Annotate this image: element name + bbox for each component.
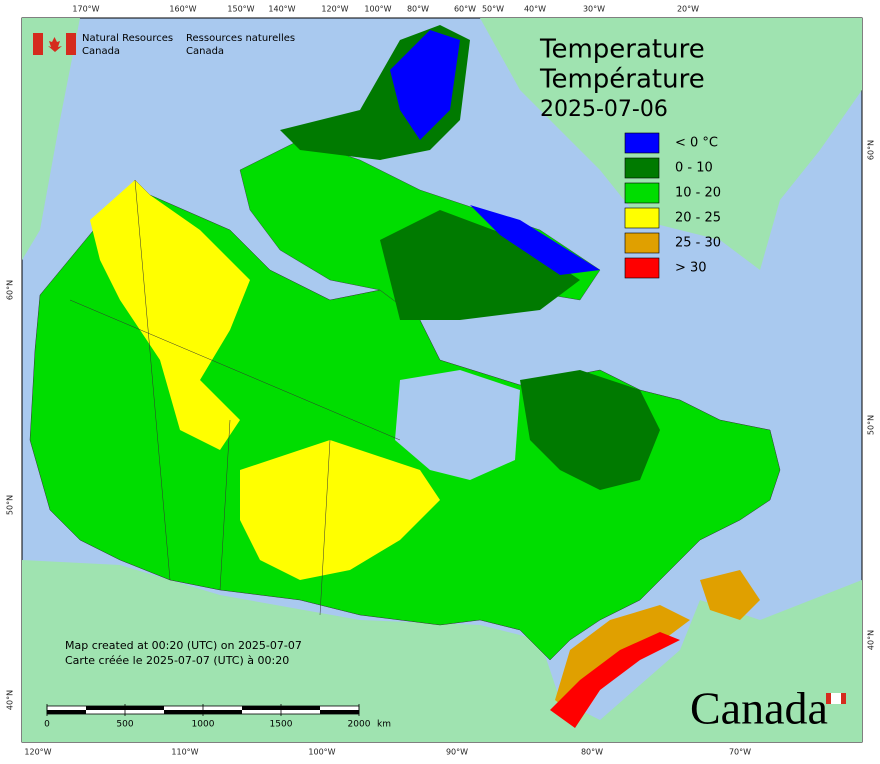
hudson-bay [395,370,520,480]
org-fr: Ressources naturelles [186,33,295,44]
graticule-label: 40°N [6,690,15,710]
usa [22,560,862,742]
scale-bar: 0 500 1000 1500 2000 km [44,704,391,730]
border [319,439,331,616]
graticule-label: 50°W [482,5,504,14]
legend-swatch [624,257,660,279]
org-en: Natural Resources [82,33,173,44]
graticule-label: 100°W [364,5,391,14]
graticule-label: 50°N [6,495,15,515]
graticule-label: 60°N [6,280,15,300]
legend-label: 10 - 20 [675,186,721,201]
scale-segment [164,710,203,714]
graticule-label: 170°W [72,5,99,14]
graticule-label: 120°W [24,748,51,757]
ice-cold [390,30,460,140]
org-en: Canada [82,46,120,57]
graticule-label: 60°N [867,140,876,160]
legend-label: < 0 °C [675,136,718,151]
greenland [480,18,862,270]
graticule-label: 50°N [867,415,876,435]
scale-segment [86,706,125,710]
legend-swatch [624,157,660,179]
org-fr: Canada [186,46,224,57]
prairie-warm [240,440,440,580]
scale-label: 1000 [192,720,215,730]
credit: Map created at 00:20 (UTC) on 2025-07-07 [65,639,302,652]
graticule-label: 80°W [581,748,603,757]
scale-label: 1500 [270,720,293,730]
graticule-label: 120°W [321,5,348,14]
graticule-label: 20°W [677,5,699,14]
wordmark-flag [841,693,846,704]
legend-label: 0 - 10 [675,161,713,176]
legend-swatch [624,232,660,254]
graticule-label: 70°W [729,748,751,757]
flag-bar [66,33,76,55]
legend-swatch [624,182,660,204]
graticule-label: 150°W [227,5,254,14]
legend-label: 25 - 30 [675,236,721,251]
wordmark-flag-bg [826,693,846,704]
graticule-label: 90°W [446,748,468,757]
baffin-cold [470,205,600,275]
date: 2025-07-06 [540,97,668,122]
maritime-hot [700,570,760,620]
flag-bar [33,33,43,55]
maple-leaf [48,37,62,52]
graticule-label: 110°W [171,748,198,757]
border [134,179,171,581]
graticule-label: 30°W [583,5,605,14]
legend-swatch [624,132,660,154]
legend-swatch [624,207,660,229]
legend-label: 20 - 25 [675,211,721,226]
graticule-label: 40°N [867,630,876,650]
title: Température [539,65,705,95]
graticule-label: 60°W [454,5,476,14]
labrador-cool [520,370,660,490]
credit: Carte créée le 2025-07-07 (UTC) à 00:20 [65,654,289,667]
graticule-label: 100°W [308,748,335,757]
scale-label: 0 [44,720,50,730]
alaska [22,18,80,260]
wordmark-flag [826,693,831,704]
scale-unit: km [377,720,391,730]
graticule-label: 80°W [407,5,429,14]
scale-label: 2000 [348,720,371,730]
ontario-very-hot [550,632,680,728]
border [69,299,401,441]
legend-label: > 30 [675,261,707,276]
scale-segment [320,710,359,714]
scale-segment [125,706,164,710]
graticule-label: 160°W [169,5,196,14]
scale-segment [242,706,281,710]
scale-segment [203,710,242,714]
nw-warm [90,180,250,450]
scale-segment [47,710,86,714]
border [219,419,231,591]
graticule-label: 140°W [268,5,295,14]
baffin-cool [380,210,580,320]
scale-label: 500 [116,720,133,730]
scale-segment [281,706,320,710]
wordmark: Canada [690,683,828,734]
title: Temperature [539,35,705,65]
graticule-label: 40°W [524,5,546,14]
